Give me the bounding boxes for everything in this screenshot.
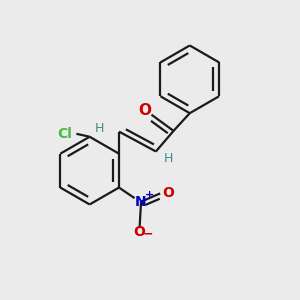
Text: −: − bbox=[142, 228, 153, 241]
Text: +: + bbox=[145, 190, 154, 200]
Text: O: O bbox=[163, 186, 174, 200]
Text: N: N bbox=[135, 195, 147, 209]
Text: Cl: Cl bbox=[57, 127, 72, 141]
Text: H: H bbox=[94, 122, 104, 135]
Text: O: O bbox=[134, 225, 146, 239]
Text: O: O bbox=[139, 103, 152, 118]
Text: H: H bbox=[164, 152, 174, 165]
